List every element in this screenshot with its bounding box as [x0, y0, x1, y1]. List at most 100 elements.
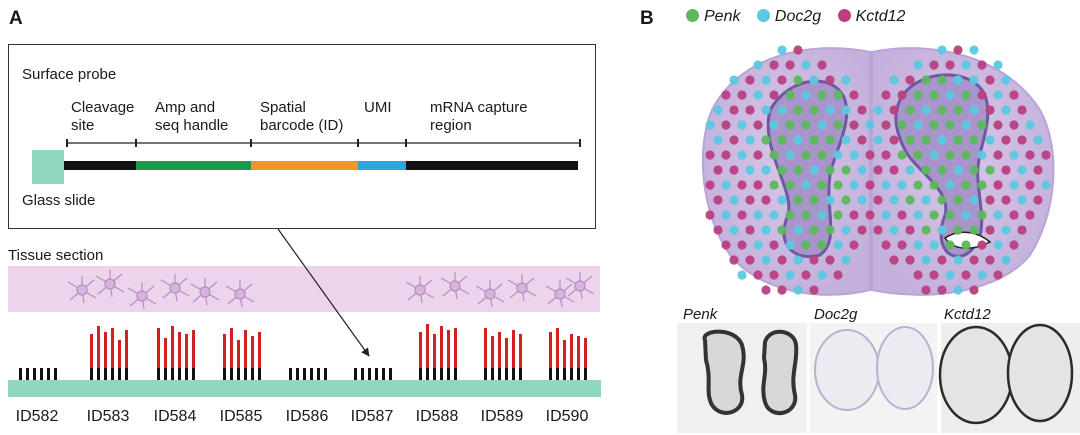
panel-b-letter: B	[640, 8, 654, 29]
captured-transcript	[549, 332, 552, 368]
expression-spot	[921, 225, 931, 235]
probe-stub	[97, 368, 100, 380]
expression-spot	[761, 135, 771, 145]
captured-transcript	[584, 338, 587, 368]
segment-label-cleavage: Cleavage site	[71, 99, 135, 134]
expression-spot	[897, 150, 907, 160]
expression-spot	[793, 195, 803, 205]
probe-stub	[104, 368, 107, 380]
expression-spot	[953, 135, 963, 145]
expression-spot	[793, 75, 803, 85]
expression-spot	[921, 75, 931, 85]
expression-spot	[705, 210, 715, 220]
expression-spot	[881, 210, 891, 220]
captured-transcript	[164, 338, 167, 368]
expression-spot	[825, 165, 835, 175]
expression-spot	[913, 90, 923, 100]
expression-spot	[945, 60, 955, 70]
expression-spot	[745, 105, 755, 115]
expression-spot	[753, 150, 763, 160]
expression-spot	[761, 165, 771, 175]
expression-spot	[1025, 120, 1035, 130]
expression-spot	[745, 135, 755, 145]
probe-stub	[230, 368, 233, 380]
probe-stub	[303, 368, 306, 380]
expression-spot	[825, 255, 835, 265]
expression-spot	[921, 135, 931, 145]
probe-stub	[47, 368, 50, 380]
expression-spot	[921, 255, 931, 265]
probe-stub	[310, 368, 313, 380]
gene-legend: Penk Doc2g Kctd12	[686, 8, 917, 26]
expression-spot	[905, 165, 915, 175]
expression-spot	[849, 90, 859, 100]
probe-stub	[111, 368, 114, 380]
expression-spot	[785, 270, 795, 280]
expression-spot	[841, 255, 851, 265]
tissue-cell	[127, 282, 157, 310]
expression-spot	[929, 120, 939, 130]
expression-spot	[785, 150, 795, 160]
expression-spot	[929, 240, 939, 250]
expression-spot	[761, 285, 771, 295]
probe-segment-barcode	[251, 161, 358, 170]
expression-spot	[801, 210, 811, 220]
expression-spot	[745, 165, 755, 175]
expression-spot	[913, 60, 923, 70]
expression-spot	[857, 135, 867, 145]
expression-spot	[849, 210, 859, 220]
expression-spot	[873, 135, 883, 145]
expression-spot	[969, 255, 979, 265]
expression-spot	[905, 105, 915, 115]
expression-spot	[729, 255, 739, 265]
expression-spot	[929, 270, 939, 280]
segment-label-umi: UMI	[364, 99, 392, 116]
expression-spot	[737, 90, 747, 100]
probe-stub	[426, 368, 429, 380]
expression-spot	[721, 90, 731, 100]
expression-spot	[961, 270, 971, 280]
expression-spot	[953, 225, 963, 235]
spot-id-label: ID587	[350, 408, 394, 425]
probe-segment-umi	[358, 161, 406, 170]
probe-stub	[577, 368, 580, 380]
expression-spot	[769, 90, 779, 100]
probe-stub	[171, 368, 174, 380]
expression-spot	[993, 90, 1003, 100]
expression-spot	[785, 90, 795, 100]
tissue-cell	[475, 280, 505, 308]
expression-spot	[753, 180, 763, 190]
tissue-cell	[190, 278, 220, 306]
expression-spot	[809, 165, 819, 175]
captured-transcript	[111, 328, 114, 368]
capture-probes	[19, 324, 587, 380]
ish-label-kctd12: Kctd12	[944, 306, 991, 323]
segment-label-amp: Amp and seq handle	[155, 99, 229, 134]
expression-spot	[1041, 150, 1051, 160]
expression-spot	[977, 210, 987, 220]
probe-stub	[192, 368, 195, 380]
expression-spot	[1017, 195, 1027, 205]
probe-stub	[570, 368, 573, 380]
expression-spot	[769, 150, 779, 160]
probe-stub	[433, 368, 436, 380]
expression-spot	[801, 90, 811, 100]
captured-transcript	[498, 332, 501, 368]
expression-spot	[745, 255, 755, 265]
probe-stub	[244, 368, 247, 380]
glass-slide-square	[32, 150, 64, 184]
probe-stub	[26, 368, 29, 380]
expression-spot	[969, 135, 979, 145]
expression-spot	[961, 240, 971, 250]
probe-stub	[382, 368, 385, 380]
expression-spot	[929, 210, 939, 220]
expression-spot	[905, 135, 915, 145]
expression-spot	[889, 195, 899, 205]
captured-transcript	[125, 330, 128, 368]
expression-spot	[753, 60, 763, 70]
expression-spot	[809, 225, 819, 235]
expression-spot	[793, 45, 803, 55]
expression-spot	[945, 240, 955, 250]
expression-spot	[769, 270, 779, 280]
expression-spot	[833, 180, 843, 190]
